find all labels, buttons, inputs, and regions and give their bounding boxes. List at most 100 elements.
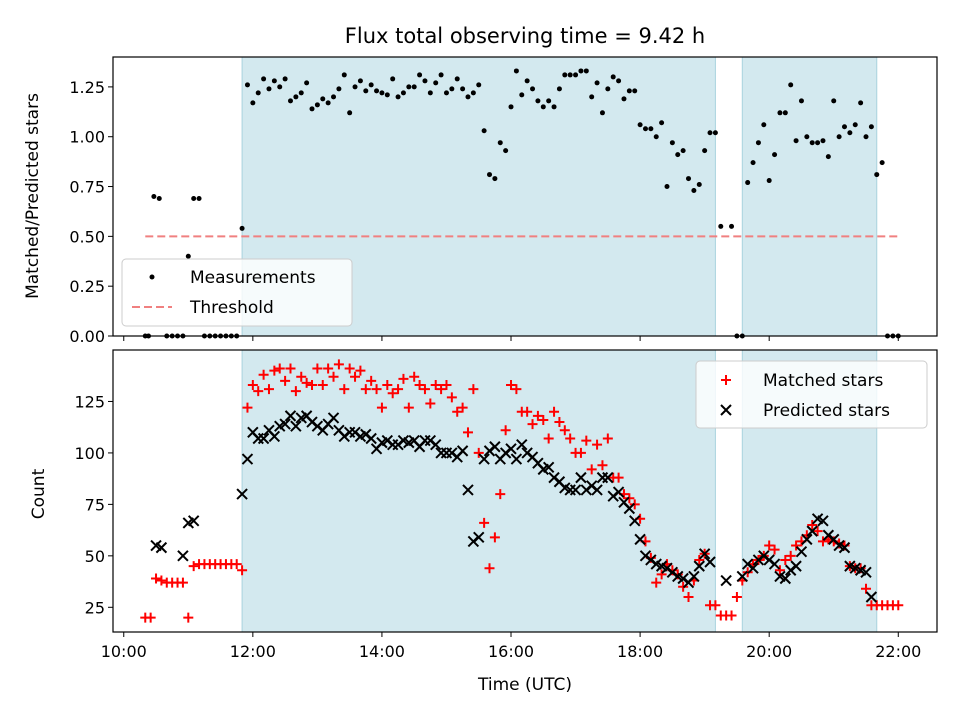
measurement-point <box>357 78 363 84</box>
predicted-point <box>698 548 711 560</box>
measurement-point <box>443 90 449 96</box>
matched-point <box>253 386 264 397</box>
matched-point <box>441 379 452 390</box>
matched-point <box>328 371 339 382</box>
measurement-point <box>578 68 584 74</box>
predicted-point <box>591 484 603 496</box>
measurement-point <box>513 68 519 74</box>
matched-point <box>403 402 414 413</box>
measurement-point <box>239 225 245 231</box>
matched-point <box>817 536 828 547</box>
measurement-point <box>261 76 267 82</box>
matched-point <box>791 540 802 551</box>
predicted-point <box>693 560 705 572</box>
legend-box <box>121 258 353 327</box>
measurement-point <box>352 84 358 90</box>
predicted-point <box>629 515 641 527</box>
measurement-point <box>766 178 772 184</box>
matched-point <box>489 532 500 543</box>
x-tick-label: 10:00 <box>101 642 147 661</box>
measurement-point <box>750 160 756 166</box>
matched-point <box>242 402 253 413</box>
measurement-point <box>863 134 869 140</box>
measurement-point <box>648 126 654 132</box>
matched-point <box>269 365 280 376</box>
legend-matched-marker <box>721 375 731 385</box>
measurement-point <box>304 80 310 86</box>
measurement-point <box>793 138 799 144</box>
matched-point <box>376 402 387 413</box>
legend-label: Threshold <box>189 298 274 318</box>
matched-point <box>495 489 506 500</box>
x-tick-label: 22:00 <box>875 642 921 661</box>
matched-point <box>145 612 156 623</box>
predicted-point <box>801 533 813 546</box>
measurement-point <box>691 188 697 194</box>
measurement-point <box>686 176 692 182</box>
measurement-point <box>191 195 197 201</box>
measurement-point <box>508 104 514 110</box>
predicted-point <box>462 484 474 496</box>
matched-point <box>360 384 371 395</box>
matched-point <box>893 600 904 611</box>
legend-label: Matched stars <box>763 371 883 391</box>
matched-point <box>258 369 269 380</box>
measurement-point <box>298 90 304 96</box>
matched-point <box>382 379 393 390</box>
matched-point <box>355 365 366 376</box>
measurement-point <box>707 130 713 136</box>
measurement-point <box>852 122 858 128</box>
matched-point <box>188 561 199 572</box>
measurement-point <box>669 140 675 146</box>
measurement-point <box>492 176 498 182</box>
matched-point <box>812 526 823 537</box>
measurement-point <box>831 98 837 104</box>
measurement-point <box>470 90 476 96</box>
matched-point <box>312 363 323 374</box>
legend-label: Predicted stars <box>763 401 890 421</box>
measurement-point <box>562 72 568 78</box>
measurement-point <box>815 140 821 146</box>
matched-point <box>602 433 613 444</box>
measurement-point <box>589 94 595 100</box>
predicted-point <box>865 591 878 603</box>
measurement-point <box>874 172 880 178</box>
measurement-point <box>454 76 460 82</box>
measurement-point <box>271 78 277 84</box>
matched-point <box>231 559 242 570</box>
measurement-point <box>460 86 466 92</box>
axes-frame <box>112 56 938 337</box>
y-tick-label: 25 <box>85 598 105 617</box>
predicted-point <box>268 430 281 443</box>
measurement-point <box>605 86 611 92</box>
x-tick-label: 18:00 <box>617 642 663 661</box>
measurement-point <box>503 148 509 154</box>
measurement-point <box>626 88 632 94</box>
measurement-point <box>465 94 471 100</box>
x-tick-label: 14:00 <box>359 642 405 661</box>
measurement-point <box>772 152 778 158</box>
predicted-point <box>747 562 759 574</box>
bottom-y-axis-label: Count <box>29 468 49 519</box>
measurement-point <box>610 74 616 80</box>
matched-point <box>554 417 565 428</box>
predicted-point <box>430 438 442 451</box>
measurement-point <box>406 84 412 90</box>
measurement-point <box>347 110 353 116</box>
measurement-point <box>594 80 600 86</box>
measurement-point <box>632 88 638 94</box>
x-tick-label: 12:00 <box>230 642 276 661</box>
matched-point <box>263 384 274 395</box>
matched-point <box>511 384 522 395</box>
matched-point <box>780 554 791 565</box>
measurement-point <box>379 90 385 96</box>
matched-point <box>613 472 624 483</box>
shaded-interval <box>241 349 716 633</box>
matched-point <box>764 540 775 551</box>
matched-point <box>694 554 705 565</box>
predicted-point <box>542 461 555 474</box>
matched-point <box>479 517 490 528</box>
measurement-point <box>487 172 493 178</box>
measurement-point <box>244 82 250 88</box>
